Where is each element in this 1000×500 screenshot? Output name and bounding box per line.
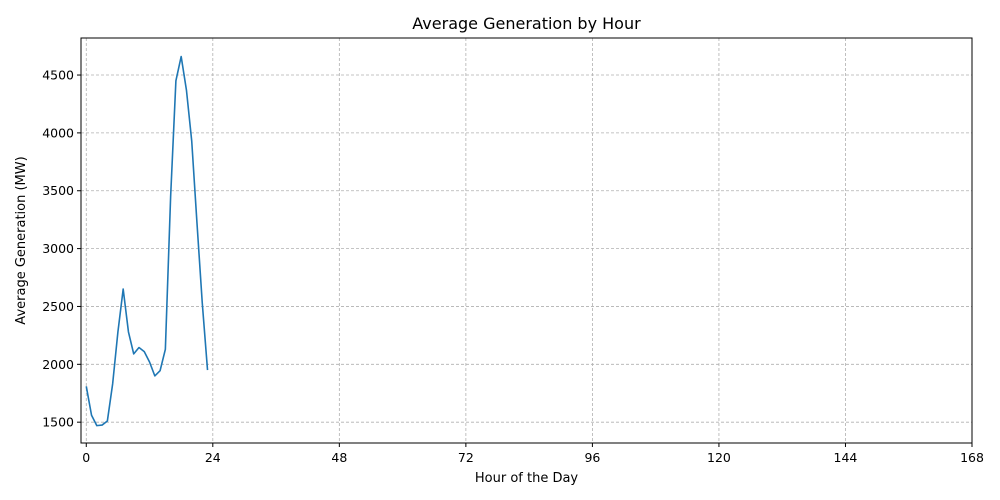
y-axis-ticks: 1500 2000 2500 3000 3500 4000 4500 — [42, 68, 81, 430]
x-tick-label: 24 — [205, 450, 221, 465]
y-tick-label: 2500 — [42, 299, 74, 314]
plot-frame — [80, 37, 973, 444]
x-tick-label: 96 — [584, 450, 600, 465]
y-tick-label: 4500 — [42, 68, 74, 83]
x-tick-label: 168 — [960, 450, 984, 465]
y-axis-title: Average Generation (MW) — [14, 156, 29, 324]
y-tick-label: 4000 — [42, 125, 74, 140]
grid — [81, 38, 973, 443]
y-tick-label: 1500 — [42, 415, 74, 430]
series-line — [85, 55, 209, 427]
y-tick-label: 3000 — [42, 241, 74, 256]
x-axis-title: Hour of the Day — [475, 471, 579, 486]
x-tick-label: 144 — [834, 450, 858, 465]
x-tick-label: 48 — [331, 450, 347, 465]
series-group — [85, 55, 209, 427]
x-tick-label: 72 — [458, 450, 474, 465]
y-tick-label: 3500 — [42, 183, 74, 198]
x-axis-ticks: 0 24 48 72 96 120 144 168 — [82, 443, 984, 465]
y-tick-label: 2000 — [42, 357, 74, 372]
x-tick-label: 0 — [82, 450, 90, 465]
x-tick-label: 120 — [707, 450, 731, 465]
chart-title: Average Generation by Hour — [412, 14, 641, 33]
